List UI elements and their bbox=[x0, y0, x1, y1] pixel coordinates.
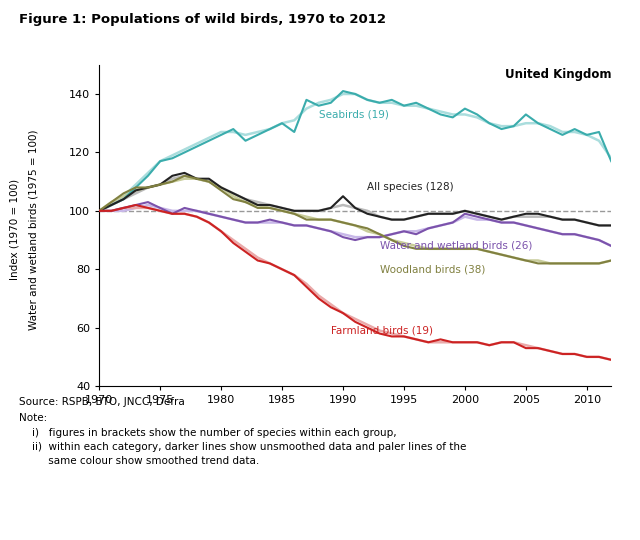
Text: Woodland birds (38): Woodland birds (38) bbox=[380, 264, 485, 274]
Text: same colour show smoothed trend data.: same colour show smoothed trend data. bbox=[19, 456, 259, 466]
Text: Source: RSPB, BTO, JNCC, Defra: Source: RSPB, BTO, JNCC, Defra bbox=[19, 397, 185, 407]
Text: Farmland birds (19): Farmland birds (19) bbox=[331, 326, 433, 335]
Text: Water and wetland birds (1975 = 100): Water and wetland birds (1975 = 100) bbox=[28, 129, 38, 330]
Text: Figure 1: Populations of wild birds, 1970 to 2012: Figure 1: Populations of wild birds, 197… bbox=[19, 14, 386, 26]
Text: Seabirds (19): Seabirds (19) bbox=[319, 110, 388, 119]
Text: United Kingdom: United Kingdom bbox=[505, 68, 611, 80]
Text: Index (1970 = 100): Index (1970 = 100) bbox=[9, 179, 19, 280]
Text: i)   figures in brackets show the number of species within each group,: i) figures in brackets show the number o… bbox=[19, 428, 397, 438]
Text: Water and wetland birds (26): Water and wetland birds (26) bbox=[380, 241, 532, 251]
Text: All species (128): All species (128) bbox=[367, 183, 454, 192]
Text: Note:: Note: bbox=[19, 413, 47, 423]
Text: ii)  within each category, darker lines show unsmoothed data and paler lines of : ii) within each category, darker lines s… bbox=[19, 442, 467, 452]
